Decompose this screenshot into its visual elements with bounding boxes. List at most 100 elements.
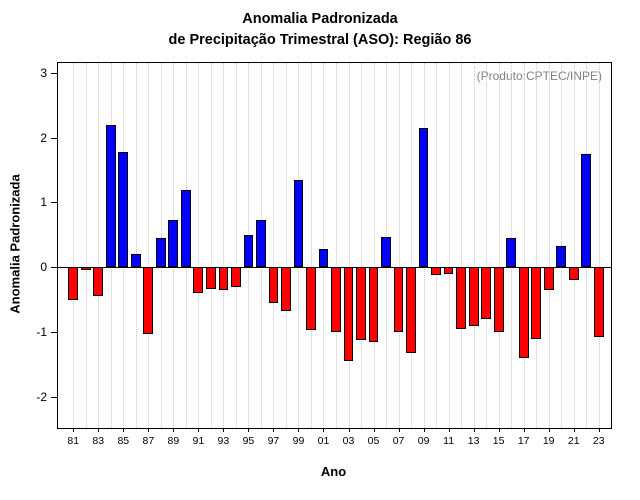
bar-05: [368, 267, 379, 342]
x-axis-tick: [148, 428, 150, 432]
bar-82: [80, 267, 91, 271]
bar-93: [218, 267, 229, 290]
bar-90: [180, 190, 191, 268]
x-axis-tick: [548, 428, 550, 432]
bar-87: [143, 267, 154, 334]
bar-89: [168, 219, 179, 268]
x-axis-tick: [598, 428, 600, 432]
bar-18: [531, 267, 542, 339]
x-axis-tick: [173, 428, 175, 432]
y-axis-tick-label: -2: [36, 389, 47, 404]
x-axis-tick-label: 05: [367, 435, 380, 447]
x-axis-tick-label: 13: [467, 435, 480, 447]
x-axis-tick: [298, 428, 300, 432]
bar-12: [456, 267, 466, 329]
y-axis-tick-label: 3: [40, 65, 47, 80]
gridline: [548, 63, 550, 428]
chart-title-line2: de Precipitação Trimestral (ASO): Região…: [168, 32, 472, 48]
bar-17: [518, 267, 529, 358]
x-axis-tick-label: 95: [242, 435, 255, 447]
bar-23: [593, 267, 604, 338]
y-axis-tick-label: 0: [40, 260, 47, 275]
x-axis-tick-label: 83: [92, 435, 105, 447]
x-axis-tick-label: 81: [67, 435, 80, 447]
x-axis-tick-label: 09: [417, 435, 430, 447]
gridline: [361, 63, 363, 428]
gridline: [323, 63, 325, 428]
gridline: [598, 63, 600, 428]
y-axis-tick: [51, 137, 58, 139]
x-axis-tick: [448, 428, 450, 432]
x-axis-tick: [523, 428, 525, 432]
bar-94: [231, 267, 241, 287]
bar-83: [93, 267, 104, 297]
bar-06: [381, 236, 391, 268]
x-axis-tick-label: 89: [167, 435, 180, 447]
y-axis-tick-label: -1: [36, 325, 47, 340]
y-axis-tick: [51, 396, 58, 398]
bar-09: [418, 127, 429, 268]
x-axis-tick: [323, 428, 325, 432]
gridline: [436, 63, 438, 428]
x-axis-tick-label: 85: [117, 435, 130, 447]
x-axis-tick: [473, 428, 475, 432]
gridline: [285, 63, 287, 428]
bar-10: [431, 267, 441, 275]
y-axis-tick-label: 1: [40, 195, 47, 210]
bar-03: [343, 267, 354, 362]
gridline: [148, 63, 150, 428]
x-axis-tick-label: 97: [267, 435, 280, 447]
bar-22: [581, 153, 592, 268]
y-axis-tick-label: 2: [40, 130, 47, 145]
bar-95: [243, 234, 254, 268]
x-axis-tick: [73, 428, 75, 432]
bar-91: [193, 267, 204, 294]
y-axis-tick: [51, 332, 58, 334]
bar-02: [331, 267, 341, 333]
bar-19: [543, 267, 554, 290]
y-axis-tick: [51, 72, 58, 74]
bar-88: [155, 238, 166, 268]
gridline: [561, 63, 563, 428]
x-axis-tick-label: 15: [492, 435, 505, 447]
bar-14: [481, 267, 491, 320]
gridline: [310, 63, 312, 428]
x-axis-tick: [123, 428, 125, 432]
bar-97: [268, 267, 279, 303]
bar-08: [406, 267, 416, 354]
gridline: [336, 63, 337, 428]
bar-20: [556, 245, 567, 268]
bar-16: [506, 238, 517, 268]
y-axis-tick: [51, 202, 58, 204]
gridline: [235, 63, 237, 428]
bar-99: [293, 180, 304, 268]
x-axis-tick-label: 11: [443, 435, 455, 447]
gridline: [85, 63, 87, 428]
x-axis-tick: [573, 428, 575, 432]
x-axis-tick: [373, 428, 375, 432]
gridline: [573, 63, 575, 428]
x-axis-tick-label: 03: [342, 435, 355, 447]
bar-21: [568, 267, 579, 281]
chart-title-line1: Anomalia Padronizada: [242, 11, 398, 27]
gridline: [348, 63, 350, 428]
x-axis-tick-label: 23: [592, 435, 605, 447]
x-axis-tick-label: 91: [192, 435, 205, 447]
gridline: [411, 63, 413, 428]
x-axis-tick-label: 21: [567, 435, 580, 447]
x-axis-tick-label: 17: [517, 435, 530, 447]
x-axis-tick: [423, 428, 425, 432]
gridline: [198, 63, 200, 428]
gridline: [273, 63, 275, 428]
gridline: [223, 63, 225, 428]
gridline: [73, 63, 75, 428]
bar-15: [493, 267, 504, 333]
bar-13: [468, 267, 479, 326]
x-axis-tick-label: 93: [217, 435, 230, 447]
x-axis-tick: [348, 428, 350, 432]
gridline: [98, 63, 100, 428]
gridline: [523, 63, 525, 428]
x-axis-tick: [398, 428, 400, 432]
x-axis-title: Ano: [320, 464, 347, 479]
